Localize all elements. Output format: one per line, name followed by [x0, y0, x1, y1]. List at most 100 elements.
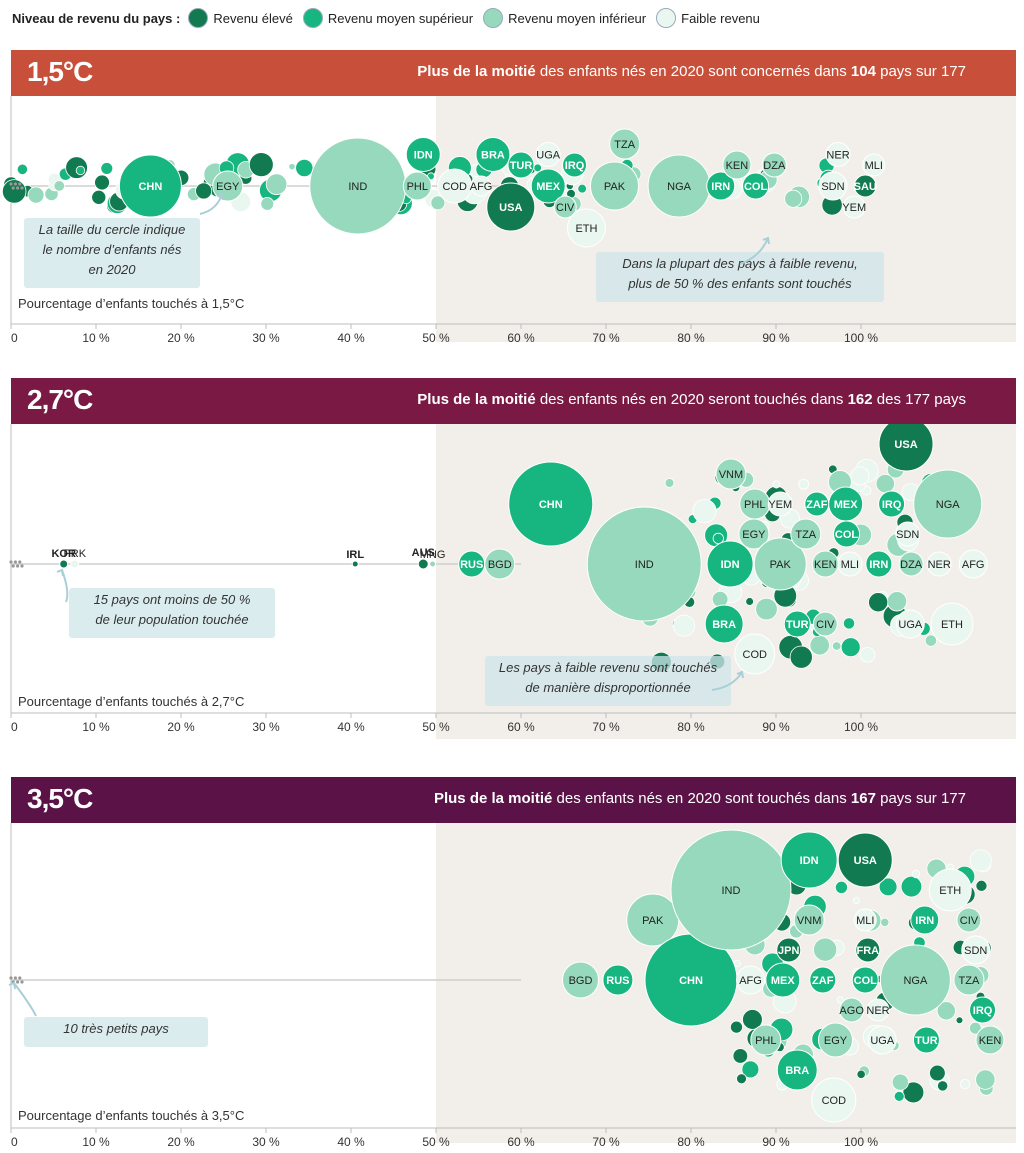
country-bubble-dza	[761, 152, 787, 178]
country-bubble-usa	[837, 832, 893, 888]
annotation-highlight	[24, 1017, 208, 1047]
country-bubble-col	[833, 520, 861, 548]
legend-item-high: Revenu élevé	[188, 8, 293, 28]
country-label-egy: EGY	[742, 529, 766, 541]
annotation-arrowhead	[56, 568, 64, 577]
tiny-country-dot	[20, 980, 24, 984]
country-bubble-pak	[590, 161, 639, 211]
country-bubble	[53, 180, 65, 192]
country-bubble-tza	[609, 128, 641, 160]
country-bubble-uga	[535, 142, 561, 167]
country-label-col: COL	[854, 975, 878, 987]
country-bubble-irq	[562, 152, 588, 178]
x-tick-label: 70 %	[592, 720, 620, 734]
country-bubble	[969, 849, 992, 872]
country-bubble	[295, 158, 314, 178]
country-bubble-mex	[765, 962, 801, 998]
annotation-text: Les pays à faible revenu sont touchés	[499, 660, 718, 675]
country-label-zaf: ZAF	[806, 499, 828, 511]
country-label-ind: IND	[721, 885, 740, 897]
country-label-cod: COD	[442, 181, 467, 193]
panel-3-temperature: 3,5°C	[27, 783, 93, 814]
country-bubble-dza	[898, 551, 924, 577]
country-bubble-ind	[670, 829, 792, 951]
tiny-country-dot	[18, 560, 22, 564]
country-label-afg: AFG	[962, 559, 985, 571]
country-bubble-tur	[507, 151, 535, 179]
annotation-highlight	[485, 656, 731, 706]
tiny-country-dot	[18, 976, 22, 980]
country-bubble-pak	[753, 537, 807, 591]
legend-item-low: Faible revenu	[656, 8, 760, 28]
annotation-text: en 2020	[89, 262, 137, 277]
legend-label-high: Revenu élevé	[213, 10, 293, 26]
annotation-text: 15 pays ont moins de 50 %	[94, 592, 251, 607]
annotation-arrow	[711, 671, 743, 691]
tiny-country-dot	[9, 976, 13, 980]
tiny-country-dot	[9, 182, 13, 186]
country-label-usa: USA	[854, 855, 877, 867]
annotation-highlight	[596, 252, 884, 302]
country-bubble-usa	[486, 182, 536, 232]
country-bubble-jpn	[776, 937, 802, 963]
x-tick-label: 70 %	[592, 331, 620, 345]
x-tick-label: 10 %	[82, 1135, 110, 1149]
country-bubble-afg	[736, 965, 765, 995]
country-bubble-irn	[706, 171, 736, 201]
country-label-civ: CIV	[816, 619, 835, 631]
x-tick-label: 100 %	[844, 331, 878, 345]
panel-1-headline: Plus de la moitié des enfants nés en 202…	[417, 63, 966, 80]
x-tick-label: 80 %	[677, 720, 705, 734]
annotation-text: 10 très petits pays	[63, 1021, 169, 1036]
country-bubble-mli	[837, 551, 863, 577]
country-label-mex: MEX	[834, 499, 859, 511]
x-tick-label: 0	[11, 1135, 18, 1149]
country-bubble-phl	[750, 1024, 782, 1056]
country-bubble	[900, 875, 923, 898]
country-label-vnm: VNM	[719, 469, 743, 481]
country-bubble-ken	[722, 150, 752, 180]
tiny-country-dot	[11, 186, 15, 190]
country-bubble-sdn	[895, 521, 921, 547]
annotation-arrow	[739, 237, 769, 265]
country-bubble-civ	[956, 907, 982, 933]
country-label-mli: MLI	[856, 915, 874, 927]
country-bubble	[664, 478, 675, 488]
country-label-mex: MEX	[536, 181, 561, 193]
country-bubble	[809, 635, 830, 656]
country-label-uga: UGA	[536, 150, 561, 162]
country-label-idn: IDN	[800, 855, 819, 867]
country-bubble	[755, 597, 778, 621]
country-label-civ: CIV	[960, 915, 979, 927]
country-bubble-egy	[212, 170, 244, 202]
country-bubble	[94, 174, 110, 191]
country-bubble	[936, 1001, 956, 1021]
country-bubble	[736, 1073, 747, 1085]
country-bubble	[16, 163, 29, 175]
country-bubble-tur	[912, 1026, 940, 1054]
country-label-eth: ETH	[575, 223, 597, 235]
country-bubble	[955, 1016, 964, 1025]
legend-swatch-high	[188, 8, 209, 28]
country-bubble-bgd	[562, 961, 599, 999]
legend-title: Niveau de revenu du pays :	[12, 10, 181, 26]
country-bubble-ner	[825, 142, 851, 167]
panel-1-banner: 1,5°C Plus de la moitié des enfants nés …	[11, 50, 1016, 96]
country-bubble-egy	[818, 1022, 853, 1058]
panel-3-headline: Plus de la moitié des enfants nés en 202…	[433, 790, 966, 807]
x-tick-label: 90 %	[762, 1135, 790, 1149]
panel-1-chart: 0 10 % 20 % 30 % 40 % 50 % 60 % 70 % 80 % 90 % 100…	[1, 96, 1016, 345]
country-bubble	[886, 591, 908, 612]
x-tick-label: 20 %	[167, 331, 195, 345]
country-bubble	[924, 634, 938, 647]
country-bubble-yem	[842, 195, 866, 219]
country-bubble-afg	[470, 175, 492, 197]
country-bubble-tza	[953, 964, 985, 996]
x-axis-title: Pourcentage d’enfants touchés à 2,7°C	[18, 694, 244, 709]
country-bubble	[831, 641, 842, 651]
x-tick-label: 80 %	[677, 331, 705, 345]
annotation-arrow	[199, 193, 223, 215]
country-label-irq: IRQ	[973, 1005, 993, 1017]
x-tick-label: 0	[11, 720, 18, 734]
country-bubble	[577, 183, 587, 194]
